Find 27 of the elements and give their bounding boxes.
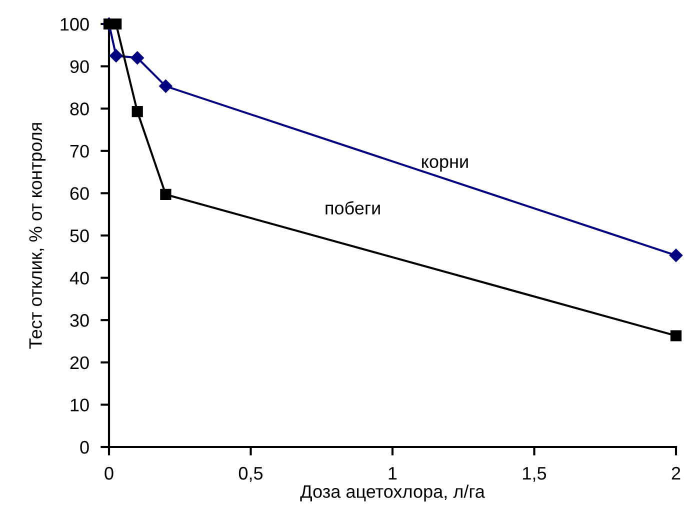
y-tick-label: 90 [70, 60, 89, 74]
series-label: корни [422, 158, 468, 172]
y-tick-label: 60 [70, 187, 89, 200]
y-tick-label: 50 [70, 229, 89, 242]
x-tick-label: 0 [104, 466, 114, 480]
y-axis-title: Тест отклик, % от контроля [29, 123, 46, 349]
x-tick-label: 2 [672, 466, 680, 480]
point [669, 248, 683, 262]
y-tick-label: 80 [70, 102, 89, 116]
y-tick-label: 30 [70, 314, 89, 327]
point [159, 80, 172, 93]
x-tick-label: 1 [388, 467, 397, 480]
x-axis-title: Доза ацетохлора, л/га [300, 484, 485, 502]
x-tick-label: 1,5 [523, 467, 546, 482]
point [110, 49, 123, 62]
y-tick-label: 40 [70, 272, 89, 285]
y-tick-label: 100 [60, 18, 89, 31]
point [130, 51, 144, 64]
series-label: побеги [326, 201, 380, 215]
y-tick-label: 70 [70, 144, 89, 158]
point [670, 330, 682, 342]
x-tick-label: 0,5 [238, 466, 263, 482]
y-tick-label: 10 [70, 398, 89, 412]
point [132, 106, 143, 118]
y-tick-label: 20 [70, 356, 89, 370]
point [160, 188, 172, 200]
y-tick-label: 0 [80, 440, 89, 454]
